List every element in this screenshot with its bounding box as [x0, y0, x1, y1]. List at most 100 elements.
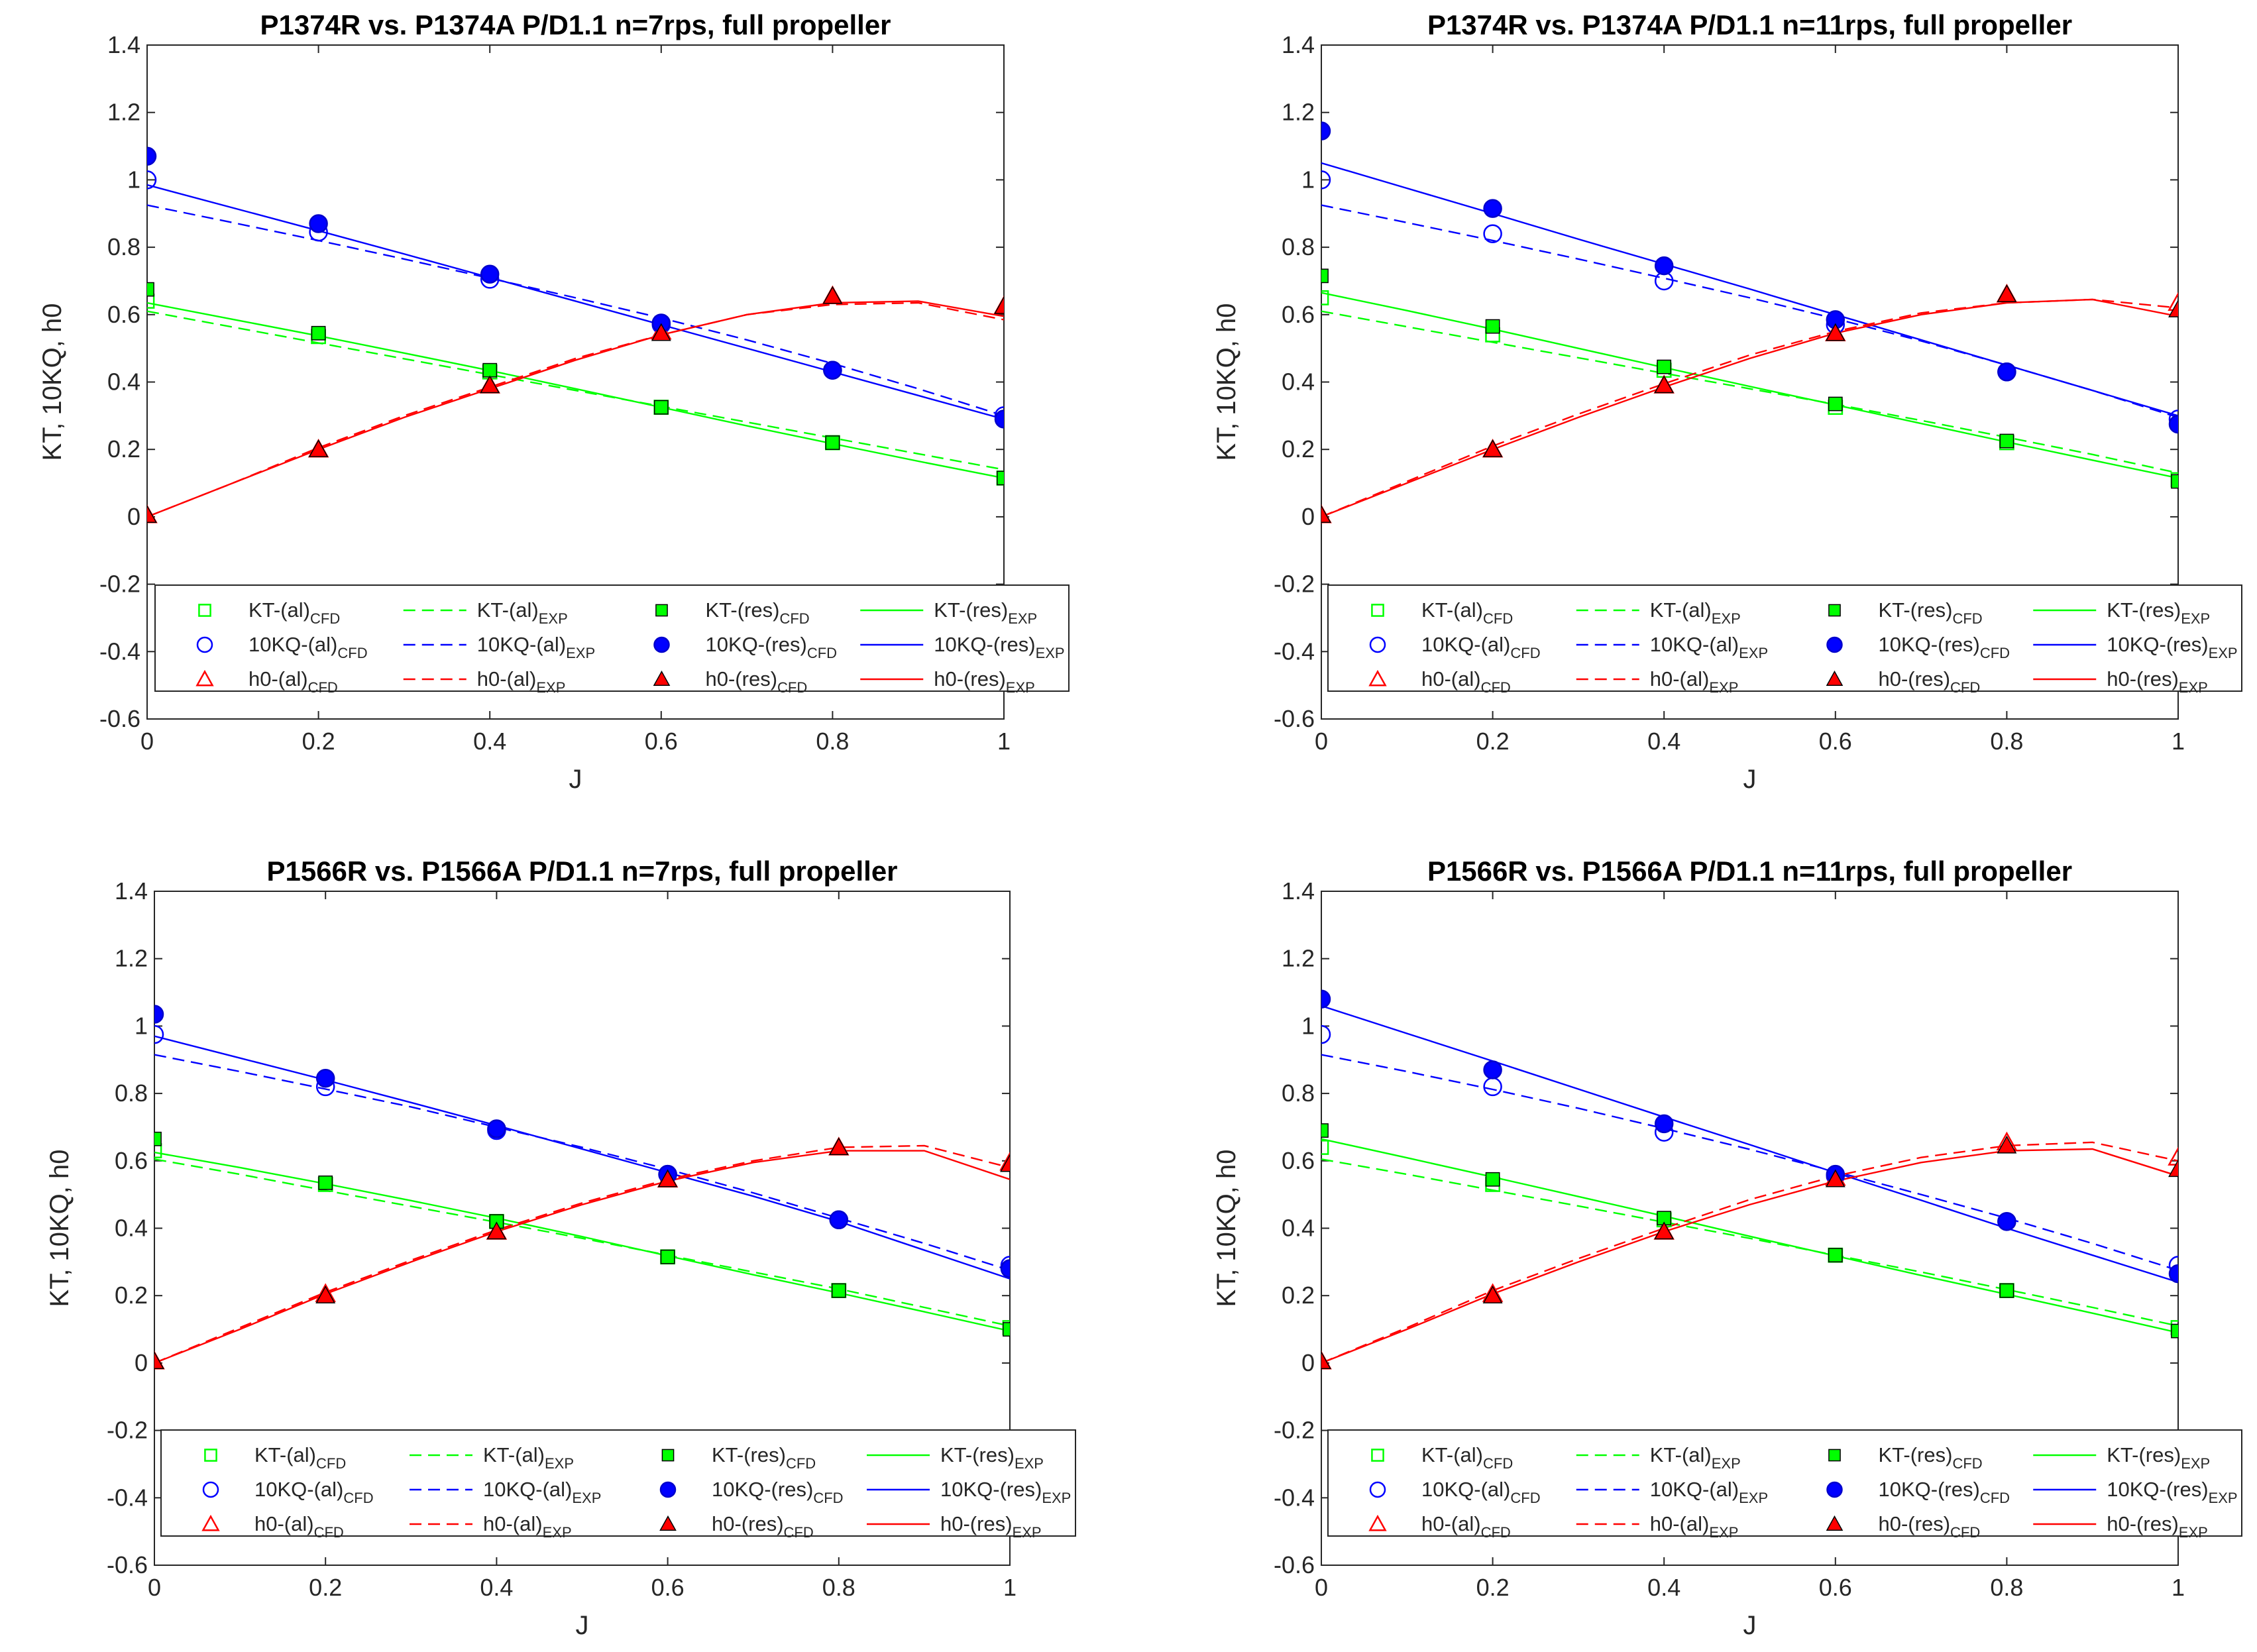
legend-symbol [196, 636, 213, 653]
data-point-KT-(res)CFD [2171, 1323, 2178, 1339]
data-point-KT-(res)CFD [311, 325, 326, 341]
data-layer [1321, 989, 2178, 1370]
legend-label-subscript: CFD [343, 1490, 373, 1506]
legend-symbol [661, 1449, 675, 1462]
legend-label-subscript: EXP [1712, 610, 1741, 627]
legend-symbol [1828, 604, 1841, 617]
series-line-h0-(al)EXP [154, 1144, 1010, 1364]
data-point-h0-(res)CFD [1997, 1135, 2017, 1154]
data-point-h0-(res)CFD [1997, 284, 2017, 302]
y-tick-label: 0.6 [107, 301, 140, 328]
data-point-10KQ-(al)CFD [1321, 1024, 1331, 1044]
y-tick-label: -0.4 [107, 1484, 148, 1511]
data-point-h0-(res)CFD [1482, 439, 1503, 457]
x-tick-label: 0.2 [1476, 1574, 1510, 1601]
legend-label-subscript: EXP [1739, 645, 1768, 661]
data-point-10KQ-(res)CFD [309, 214, 328, 233]
data-point-KT-(res)CFD [1999, 433, 2014, 449]
data-point-10KQ-(res)CFD [1654, 256, 1674, 276]
data-point-KT-(res)CFD [660, 1249, 675, 1264]
data-layer [1321, 121, 2178, 523]
data-point-h0-(res)CFD [486, 1221, 507, 1240]
x-tick-label: 0.2 [302, 728, 335, 755]
series-line-KT-(res)EXP [147, 302, 1004, 479]
data-layer [147, 146, 1004, 523]
legend-label-subscript: EXP [1709, 679, 1738, 696]
data-point-h0-(res)CFD [315, 1286, 336, 1303]
legend-label-subscript: EXP [566, 645, 595, 661]
chart-title: P1566R vs. P1566A P/D1.1 n=7rps, full pr… [266, 855, 897, 887]
data-point-KT-(res)CFD [1321, 1123, 1329, 1138]
x-tick-label: 0.4 [1647, 728, 1680, 755]
x-tick-label: 0.8 [1990, 728, 2023, 755]
x-tick-label: 1 [1003, 1574, 1017, 1601]
x-axis-label: J [569, 765, 582, 794]
data-point-KT-(res)CFD [1999, 1283, 2014, 1298]
legend-symbol [653, 670, 671, 686]
data-point-10KQ-(res)CFD [994, 410, 1004, 429]
data-point-h0-(res)CFD [154, 1351, 164, 1370]
data-point-h0-(al)CFD [2168, 292, 2178, 311]
y-tick-label: -0.4 [1274, 637, 1315, 665]
y-axis-label: KT, 10KQ, h0 [38, 303, 67, 461]
legend-symbol [1368, 1514, 1387, 1531]
data-point-KT-(res)CFD [147, 282, 154, 297]
data-point-KT-(res)CFD [1485, 1172, 1500, 1187]
legend-symbol [1368, 669, 1387, 687]
data-point-KT-(res)CFD [482, 362, 498, 378]
data-point-KT-(res)CFD [154, 1131, 162, 1146]
legend-label-subscript: EXP [545, 1455, 574, 1472]
x-tick-label: 0 [1315, 728, 1328, 755]
x-axis-label: J [1743, 765, 1757, 794]
legend: KT-(al)CFD KT-(al)EXP KT-(res)CFD KT-(res)E… [160, 1429, 1076, 1541]
chart-panel-3: -0.6 -0.4 -0.2 0 0.2 0.4 0.6 0.8 1 1.2 1.4 0 0.2 0.4 0… [45, 855, 1076, 1640]
series-line-KT-(al)EXP [1321, 1158, 2178, 1327]
legend-symbol [1826, 1515, 1844, 1531]
y-tick-label: 0.2 [1282, 435, 1315, 463]
data-point-10KQ-(res)CFD [487, 1119, 506, 1138]
y-tick-label: 1.2 [1282, 99, 1315, 126]
series-line-10KQ-(res)EXP [1321, 1005, 2178, 1284]
legend-label-subscript: EXP [1006, 679, 1035, 696]
x-axis-label: J [576, 1611, 589, 1640]
series-line-KT-(res)EXP [1321, 292, 2178, 479]
legend-symbol [653, 636, 670, 653]
y-tick-label: 0.4 [1282, 368, 1315, 396]
legend-symbol [201, 1514, 220, 1531]
data-point-KT-(res)CFD [1003, 1322, 1010, 1337]
data-point-h0-(res)CFD [1654, 375, 1675, 394]
legend-label-subscript: EXP [1042, 1490, 1071, 1506]
y-axis-label: KT, 10KQ, h0 [1212, 303, 1241, 461]
series-line-10KQ-(res)EXP [1321, 162, 2178, 417]
legend-label-subscript: EXP [1739, 1490, 1768, 1506]
legend-label-subscript: CFD [1950, 679, 1980, 696]
legend-box [1327, 584, 2242, 692]
chart-title: P1374R vs. P1374A P/D1.1 n=11rps, full p… [1427, 9, 2072, 40]
y-tick-label: 1 [127, 166, 140, 193]
x-tick-label: 0.6 [1819, 728, 1852, 755]
data-point-h0-(res)CFD [308, 439, 329, 457]
series-line-10KQ-(al)EXP [147, 204, 1004, 417]
data-point-10KQ-(res)CFD [1654, 1114, 1674, 1134]
x-tick-label: 0.8 [1990, 1574, 2023, 1601]
x-tick-label: 1 [2172, 728, 2185, 755]
y-tick-label: 1 [135, 1012, 148, 1039]
data-point-10KQ-(al)CFD [2168, 410, 2178, 429]
chart-panel-1: -0.6 -0.4 -0.2 0 0.2 0.4 0.6 0.8 1 1.2 1.4 0 0.2 0.4 0… [38, 9, 1070, 794]
legend-label-subscript: CFD [1483, 610, 1513, 627]
data-point-10KQ-(al)CFD [147, 170, 157, 190]
data-point-h0-(res)CFD [651, 323, 671, 341]
y-tick-label: 0.6 [1282, 301, 1315, 328]
legend-symbol [1371, 604, 1384, 617]
data-point-h0-(res)CFD [1825, 1169, 1845, 1187]
data-point-h0-(res)CFD [480, 375, 500, 394]
y-tick-label: 0 [1301, 503, 1315, 530]
legend-symbol [1369, 636, 1386, 653]
x-tick-label: 0 [1315, 1574, 1328, 1601]
legend-label-subscript: EXP [572, 1490, 601, 1506]
y-tick-label: -0.2 [1274, 1417, 1315, 1444]
legend-label-subscript: EXP [543, 1524, 572, 1541]
data-point-h0-(res)CFD [1321, 1351, 1331, 1370]
legend-box [154, 584, 1070, 692]
data-point-10KQ-(res)CFD [2168, 414, 2178, 434]
